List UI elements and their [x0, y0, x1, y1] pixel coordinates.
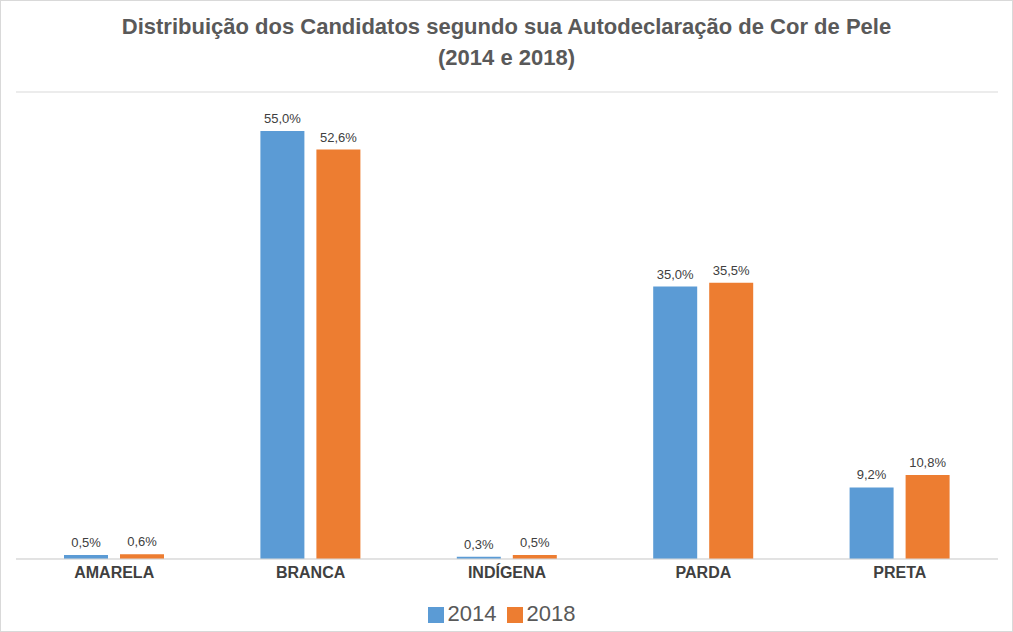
svg-text:BRANCA: BRANCA	[276, 564, 346, 581]
html-text:2018: 2018	[526, 601, 576, 626]
html-text:Distribuição dos Candidatos se: Distribuição dos Candidatos segundo sua …	[121, 14, 892, 39]
svg-text:35,5%: 35,5%	[713, 263, 750, 278]
svg-text:0,5%: 0,5%	[71, 535, 101, 550]
svg-text:10,8%: 10,8%	[909, 455, 946, 470]
svg-text:55,0%: 55,0%	[264, 111, 301, 126]
html-text:2014: 2014	[447, 601, 497, 626]
svg-text:PRETA: PRETA	[873, 564, 926, 581]
svg-text:9,2%: 9,2%	[857, 467, 887, 482]
svg-text:35,0%: 35,0%	[657, 267, 694, 282]
svg-text:AMARELA: AMARELA	[74, 564, 154, 581]
svg-text:52,6%: 52,6%	[320, 130, 357, 145]
svg-text:0,6%: 0,6%	[127, 534, 157, 549]
html-text:(2014 e 2018): (2014 e 2018)	[438, 45, 575, 70]
svg-text:0,5%: 0,5%	[520, 535, 550, 550]
svg-text:0,3%: 0,3%	[464, 537, 494, 552]
svg-text:INDÍGENA: INDÍGENA	[468, 563, 547, 581]
svg-text:PARDA: PARDA	[676, 564, 732, 581]
